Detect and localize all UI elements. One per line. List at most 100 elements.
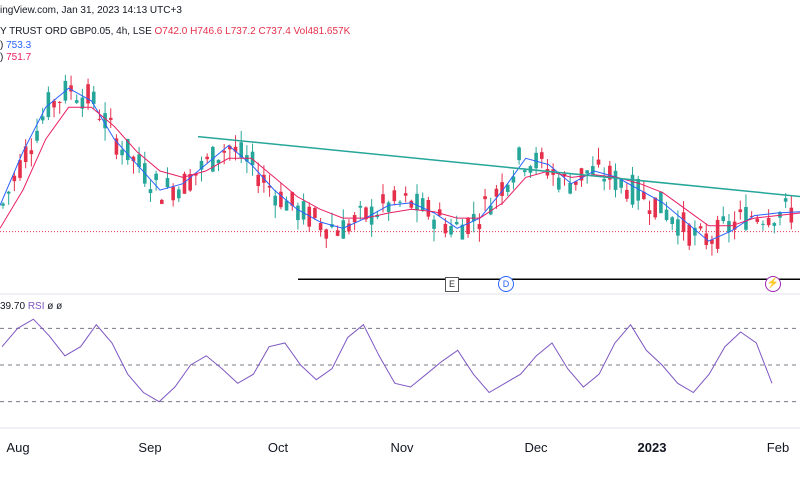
candle-body [1, 203, 5, 206]
ohlc-low: L737.2 [225, 26, 256, 37]
candle-body [693, 227, 697, 236]
candle-body [137, 154, 141, 168]
candle-body [216, 159, 221, 164]
candle-body [148, 189, 153, 194]
candle-body [517, 147, 521, 161]
candle-body [120, 149, 124, 156]
candle-body [488, 205, 493, 215]
symbol-header[interactable]: Y TRUST ORD GBP0.05, 4h, LSE O742.0 H746… [0, 26, 350, 37]
candle-body [409, 200, 414, 208]
candle-body [273, 195, 278, 206]
candle-body [40, 116, 45, 121]
candle-body [732, 221, 737, 230]
candle-body [324, 229, 329, 239]
candle-body [511, 176, 516, 183]
candle-body [443, 223, 448, 234]
candle-body [114, 138, 119, 155]
candle-body [341, 220, 346, 239]
ohlc-close: C737.4 [258, 26, 291, 37]
candle-body [205, 156, 209, 160]
candle-body [454, 221, 459, 225]
candle-body [505, 184, 510, 192]
candle-body [420, 198, 425, 211]
ma2-line [0, 106, 800, 229]
candle-body [596, 159, 601, 165]
candle-body [500, 182, 504, 196]
rsi-suffix: ø ø [47, 301, 63, 312]
price-pane [0, 74, 800, 281]
candle-body [392, 190, 397, 202]
candle-body [313, 207, 317, 218]
candle-body [471, 213, 476, 222]
candle-body [347, 223, 351, 232]
candle-body [256, 174, 261, 187]
candle-body [687, 224, 692, 246]
candle-body [636, 178, 640, 201]
x-tick-oct: Oct [267, 440, 289, 455]
candle-body [381, 194, 385, 204]
candle-body [103, 113, 107, 129]
candle-body [761, 223, 765, 225]
candle-body [131, 156, 136, 162]
candle-body [307, 206, 312, 227]
x-tick-nov: Nov [390, 440, 414, 455]
candle-body [557, 177, 561, 190]
dividend-badge[interactable]: D [498, 276, 514, 292]
x-tick-aug: Aug [6, 440, 30, 455]
candle-body [97, 118, 102, 120]
candle-body [783, 198, 788, 202]
candle-body [69, 85, 73, 92]
candle-body [710, 239, 714, 244]
candle-body [228, 146, 232, 150]
candle-body [86, 84, 90, 104]
candle-body [602, 178, 606, 182]
ma1-prefix: ) [0, 40, 4, 51]
earnings-badge[interactable]: E [445, 277, 459, 292]
candle-body [766, 217, 771, 226]
x-tick-sep: Sep [138, 440, 162, 455]
candle-body [466, 218, 470, 234]
candle-body [160, 199, 164, 204]
candle-body [670, 217, 675, 224]
ma2-prefix: ) [0, 52, 4, 63]
candle-body [364, 207, 368, 220]
candle-body [715, 219, 720, 249]
candle-body [534, 152, 538, 169]
candle-body [398, 201, 402, 203]
candle-body [727, 221, 731, 233]
rsi-prefix: 39.70 [0, 301, 26, 312]
candle-body [284, 200, 289, 211]
candle-body [199, 160, 204, 170]
candle-body [80, 97, 85, 109]
split-badge[interactable]: ⚡ [765, 276, 781, 292]
candle-body [29, 150, 34, 155]
candle-body [290, 192, 295, 206]
candle-body [545, 169, 550, 176]
source-line: ingView.com, Jan 31, 2023 14:13 UTC+3 [0, 5, 182, 16]
candle-body [460, 224, 465, 240]
candle-body [744, 207, 748, 230]
symbol-name: Y TRUST ORD GBP0.05, 4h, LSE [0, 26, 152, 37]
candle-body [12, 175, 17, 182]
candle-body [188, 174, 192, 191]
candle-body [630, 174, 635, 205]
candle-body [369, 206, 374, 225]
ma1-legend[interactable]: ) 753.3 [0, 40, 31, 51]
candle-body [301, 201, 306, 220]
rsi-legend[interactable]: 39.70 RSI ø ø [0, 301, 62, 312]
candle-body [676, 219, 680, 236]
candle-body [6, 191, 11, 194]
candle-body [653, 197, 658, 218]
candle-body [568, 182, 572, 194]
candle-body [681, 212, 686, 233]
ma1-value: 753.3 [6, 40, 32, 51]
candle-body [619, 179, 623, 188]
candle-body [91, 91, 96, 104]
candle-body [432, 219, 436, 229]
candle-body [194, 173, 198, 176]
candle-body [108, 117, 113, 120]
candle-body [35, 130, 39, 141]
ma2-legend[interactable]: ) 751.7 [0, 52, 31, 63]
candle-body [177, 189, 181, 199]
